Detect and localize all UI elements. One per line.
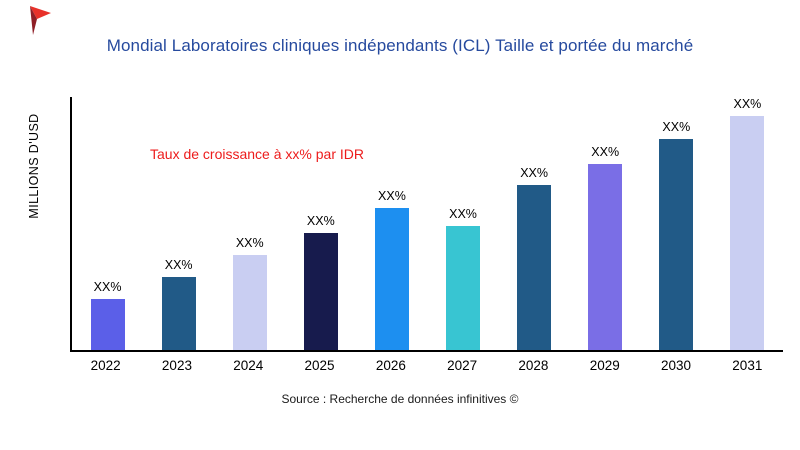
x-tick-label: 2026 (375, 358, 406, 373)
bar (730, 116, 765, 350)
growth-annotation: Taux de croissance à xx% par IDR (150, 146, 364, 162)
x-tick-label: 2025 (304, 358, 335, 373)
x-tick-label: 2027 (447, 358, 478, 373)
bar-value-label: XX% (733, 97, 762, 111)
x-tick-label: 2031 (732, 358, 763, 373)
bar-column: XX% (214, 97, 285, 350)
bar-column: XX% (641, 97, 712, 350)
bar-value-label: XX% (306, 213, 335, 228)
x-tick-label: 2024 (233, 358, 264, 373)
bars-container: XX% XX% XX% XX% XX% XX% XX% XX% XX% XX% (72, 97, 783, 350)
bar (232, 254, 267, 350)
bar-value-label: XX% (520, 166, 548, 181)
bar-column: XX% (427, 97, 498, 350)
bar-value-label: XX% (235, 235, 264, 250)
source-text: Source : Recherche de données infinitive… (281, 392, 519, 406)
bar-value-label: XX% (449, 206, 477, 221)
bar-column: XX% (712, 97, 783, 350)
bar-value-label: XX% (591, 144, 620, 159)
bar-value-label: XX% (378, 189, 406, 204)
x-tick-label: 2030 (661, 358, 692, 373)
bar-column: XX% (499, 97, 570, 350)
plot-area: XX% XX% XX% XX% XX% XX% XX% XX% XX% XX% (70, 97, 783, 352)
chart-title: Mondial Laboratoires cliniques indépenda… (106, 36, 694, 55)
x-tick-label: 2022 (90, 358, 121, 373)
bar-value-label: XX% (164, 258, 193, 273)
bar (374, 208, 409, 350)
red-flag-icon (30, 6, 51, 35)
bar (659, 138, 694, 350)
bar (90, 299, 125, 350)
x-tick-label: 2023 (161, 358, 192, 373)
x-axis-labels: 2022 2023 2024 2025 2026 2027 2028 2029 2030 2031 (70, 358, 783, 373)
bar (588, 163, 623, 350)
x-tick-label: 2028 (518, 358, 549, 373)
bar (446, 225, 481, 350)
bar-column: XX% (285, 97, 356, 350)
bar-column: XX% (570, 97, 641, 350)
bar-value-label: XX% (93, 280, 122, 295)
bar-value-label: XX% (662, 119, 691, 134)
y-axis-label: MILLIONS D'USD (27, 113, 41, 219)
bar-column: XX% (143, 97, 214, 350)
bar (517, 185, 552, 350)
bar-column: XX% (356, 97, 427, 350)
brand-logo-icon (26, 5, 54, 37)
bar (303, 232, 338, 350)
x-tick-label: 2029 (589, 358, 620, 373)
bar (161, 277, 196, 350)
bar-column: XX% (72, 97, 143, 350)
